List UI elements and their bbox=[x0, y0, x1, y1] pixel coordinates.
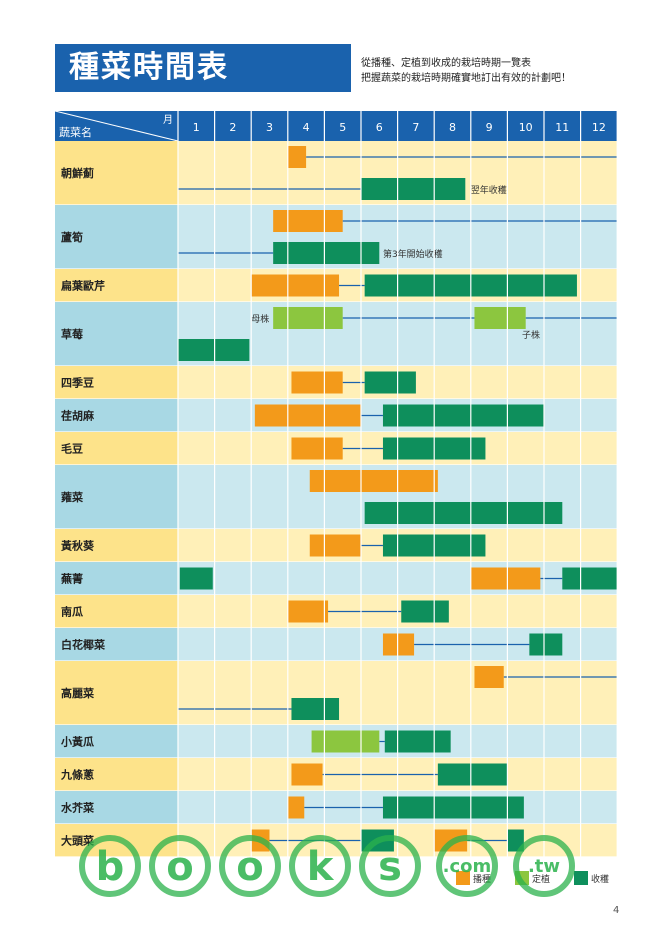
veg-name: 黃秋葵 bbox=[60, 539, 95, 553]
veg-label: 蔬菜名 bbox=[59, 125, 92, 139]
sow-bar bbox=[287, 600, 329, 623]
veg-name-cell bbox=[55, 725, 178, 758]
legend-swatch-plant bbox=[515, 871, 529, 885]
month-4: 4 bbox=[303, 121, 310, 134]
harvest-bar bbox=[178, 339, 250, 361]
veg-name: 荏胡麻 bbox=[61, 409, 95, 423]
note-label: 母株 bbox=[251, 313, 269, 325]
note-label: 子株 bbox=[522, 329, 540, 341]
month-5: 5 bbox=[339, 121, 346, 134]
month-9: 9 bbox=[486, 121, 493, 134]
plant-bar bbox=[273, 307, 343, 329]
month-12: 12 bbox=[592, 121, 606, 134]
veg-name: 蘆筍 bbox=[61, 230, 83, 244]
month-3: 3 bbox=[266, 121, 273, 134]
veg-name-cell bbox=[55, 465, 178, 529]
harvest-bar bbox=[361, 178, 466, 200]
veg-name-cell bbox=[55, 628, 178, 661]
harvest-bar bbox=[437, 763, 508, 786]
sow-bar bbox=[287, 146, 307, 168]
month-1: 1 bbox=[193, 121, 200, 134]
sow-bar bbox=[382, 633, 415, 656]
veg-name: 南瓜 bbox=[61, 605, 83, 619]
veg-name: 朝鮮薊 bbox=[61, 166, 94, 180]
harvest-bar bbox=[273, 242, 380, 264]
header-diagonal bbox=[54, 110, 179, 142]
sow-bar bbox=[273, 210, 343, 232]
veg-name: 白花椰菜 bbox=[61, 638, 106, 652]
veg-name-cell bbox=[55, 529, 178, 562]
harvest-bar bbox=[401, 600, 449, 623]
sow-bar bbox=[309, 470, 438, 492]
sow-bar bbox=[434, 829, 468, 852]
veg-name: 小黃瓜 bbox=[60, 735, 94, 749]
veg-name-cell bbox=[55, 399, 178, 432]
veg-name-cell bbox=[55, 302, 178, 366]
subtitle: 從播種、定植到收成的栽培時期一覽表 把握蔬菜的栽培時期確實地訂出有效的計劃吧！ bbox=[361, 56, 571, 86]
veg-name-cell bbox=[55, 595, 178, 628]
veg-name: 高麗菜 bbox=[61, 686, 95, 700]
veg-name: 水芥菜 bbox=[61, 801, 95, 815]
veg-name: 蕪菁 bbox=[61, 572, 83, 586]
veg-name: 蕹菜 bbox=[61, 490, 84, 504]
harvest-bar bbox=[382, 404, 544, 427]
veg-name: 大頭菜 bbox=[61, 834, 95, 848]
month-2: 2 bbox=[229, 121, 236, 134]
legend-swatch-sow bbox=[456, 871, 470, 885]
plant-bar bbox=[311, 730, 380, 753]
month-label: 月 bbox=[163, 114, 173, 126]
month-8: 8 bbox=[449, 121, 456, 134]
month-7: 7 bbox=[412, 121, 419, 134]
legend-label-harvest: 收穫 bbox=[591, 873, 609, 885]
harvest-bar bbox=[179, 567, 213, 590]
harvest-bar bbox=[364, 371, 416, 394]
page-number: 4 bbox=[613, 905, 620, 916]
sow-bar bbox=[474, 666, 504, 688]
harvest-bar bbox=[384, 730, 451, 753]
sow-bar bbox=[254, 404, 361, 427]
harvest-bar bbox=[364, 502, 563, 524]
veg-name-cell bbox=[55, 562, 178, 595]
subtitle-line-2: 把握蔬菜的栽培時期確實地訂出有效的計劃吧！ bbox=[361, 73, 571, 84]
veg-name-cell bbox=[55, 366, 178, 399]
month-6: 6 bbox=[376, 121, 383, 134]
sow-bar bbox=[287, 796, 305, 819]
month-10: 10 bbox=[519, 121, 533, 134]
veg-name: 九條蔥 bbox=[60, 768, 94, 782]
harvest-bar bbox=[529, 633, 563, 656]
plant-bar bbox=[474, 307, 526, 329]
veg-name-cell bbox=[55, 205, 178, 269]
subtitle-line-1: 從播種、定植到收成的栽培時期一覽表 bbox=[361, 58, 531, 69]
harvest-bar bbox=[291, 698, 340, 720]
month-11: 11 bbox=[555, 121, 569, 134]
sow-bar bbox=[309, 534, 361, 557]
harvest-bar bbox=[361, 829, 394, 852]
veg-name: 扁葉歐芹 bbox=[61, 279, 105, 293]
veg-name-cell bbox=[55, 758, 178, 791]
sow-bar bbox=[291, 763, 323, 786]
legend-label-plant: 定植 bbox=[532, 873, 550, 885]
harvest-bar bbox=[507, 829, 524, 852]
veg-name-cell bbox=[55, 791, 178, 824]
veg-name-cell bbox=[55, 661, 178, 725]
sow-bar bbox=[291, 437, 343, 460]
header-row bbox=[55, 111, 618, 141]
harvest-bar bbox=[382, 796, 524, 819]
legend-label-sow: 播種 bbox=[473, 873, 491, 885]
veg-name: 草莓 bbox=[61, 327, 83, 341]
sow-bar bbox=[470, 567, 541, 590]
veg-name: 毛豆 bbox=[61, 442, 83, 456]
sow-bar bbox=[251, 274, 340, 297]
sow-bar bbox=[291, 371, 343, 394]
veg-name-cell bbox=[55, 141, 178, 205]
veg-name-cell bbox=[55, 432, 178, 465]
page-title: 種菜時間表 bbox=[55, 44, 351, 92]
veg-name: 四季豆 bbox=[61, 376, 94, 390]
sow-bar bbox=[251, 829, 270, 852]
legend-swatch-harvest bbox=[574, 871, 588, 885]
harvest-bar bbox=[562, 567, 618, 590]
note-label: 翌年收穫 bbox=[471, 184, 507, 196]
veg-name-cell bbox=[55, 269, 178, 302]
